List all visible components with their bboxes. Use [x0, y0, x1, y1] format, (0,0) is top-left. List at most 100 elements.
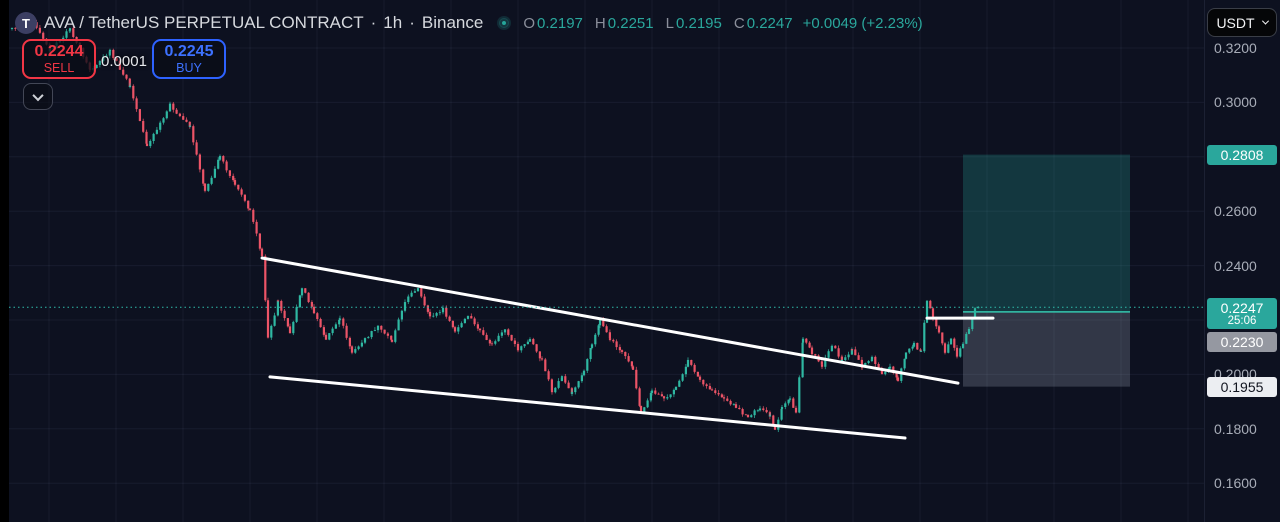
- candle-body: [750, 415, 753, 418]
- candle-body: [808, 342, 811, 348]
- price-label-entry[interactable]: 0.2230: [1207, 332, 1277, 353]
- candle-body: [198, 154, 201, 170]
- candle-body: [260, 248, 264, 257]
- collapse-panel-button[interactable]: [23, 83, 53, 110]
- candle-body: [943, 343, 947, 353]
- candle-body: [594, 334, 597, 345]
- candle-body: [152, 133, 155, 141]
- candle-body: [639, 405, 643, 412]
- candle-body: [631, 366, 635, 370]
- candle-body: [172, 103, 175, 110]
- candle-body: [550, 379, 553, 391]
- sell-button[interactable]: 0.2244 SELL: [22, 39, 96, 79]
- high-value: 0.2251: [607, 14, 654, 32]
- candle-body: [252, 209, 255, 222]
- candle-body: [580, 375, 583, 382]
- currency-label: USDT: [1216, 14, 1255, 31]
- candle-body: [756, 410, 759, 412]
- candle-body: [650, 390, 654, 393]
- interval-value[interactable]: 1h: [383, 13, 403, 32]
- candle-body: [218, 156, 222, 160]
- candle-body: [801, 338, 805, 343]
- candle-body: [935, 318, 938, 327]
- candle-body: [360, 342, 363, 347]
- candle-body: [834, 345, 837, 349]
- symbol-title[interactable]: AVA / TetherUS PERPETUAL CONTRACT: [44, 13, 364, 32]
- candle-body: [705, 384, 708, 387]
- candle-body: [348, 337, 351, 347]
- title-separator: ·: [409, 13, 415, 32]
- currency-dropdown[interactable]: USDT: [1207, 8, 1277, 37]
- candle-body: [758, 408, 762, 411]
- high-key: H: [594, 14, 606, 32]
- candle-body: [768, 415, 772, 417]
- candle-body: [967, 329, 971, 334]
- candle-body: [312, 306, 316, 314]
- candle-body: [441, 307, 445, 313]
- candle-body: [155, 129, 158, 134]
- price-axis[interactable]: USDT 0.3200 0.3000 0.2600 0.2400 0.2000 0.180…: [1204, 0, 1280, 522]
- candle-body: [798, 377, 801, 413]
- candle-body: [528, 339, 532, 342]
- candle-body: [662, 396, 666, 399]
- candle-body: [874, 356, 877, 365]
- candle-body: [370, 331, 373, 338]
- candle-body: [413, 291, 416, 293]
- candle-body: [390, 339, 394, 342]
- position-risk-zone[interactable]: [963, 311, 1130, 387]
- candle-body: [903, 358, 906, 369]
- candle-body: [690, 359, 693, 365]
- candle-body: [837, 348, 840, 357]
- candle-body: [338, 318, 342, 320]
- trendline-wedge-upper[interactable]: [260, 256, 960, 385]
- candle-body: [503, 329, 507, 333]
- buy-button[interactable]: 0.2245 BUY: [152, 39, 226, 79]
- candle-body: [513, 340, 516, 344]
- candle-body: [686, 359, 690, 367]
- candle-body: [547, 371, 550, 380]
- candle-body: [175, 109, 178, 114]
- candle-body: [345, 325, 348, 338]
- candle-body: [292, 321, 295, 334]
- trendline-wedge-lower[interactable]: [268, 375, 907, 440]
- axis-tick: 0.2600: [1214, 203, 1257, 220]
- price-label-stop[interactable]: 0.1955: [1207, 376, 1277, 397]
- price-label-current: 0.2247 25:06: [1207, 298, 1277, 330]
- candle-body: [38, 27, 41, 33]
- candle-body: [420, 288, 423, 297]
- candle-body: [510, 334, 513, 341]
- candle-body: [714, 390, 717, 394]
- candle-body: [919, 351, 923, 353]
- candlestick-chart[interactable]: [0, 0, 1204, 522]
- candle-body: [438, 312, 441, 314]
- candle-body: [338, 319, 341, 325]
- candle-body: [681, 374, 684, 381]
- ohlc-readout: O 0.2197 H 0.2251 L 0.2195 C 0.2247 +0.0049 …: [523, 15, 922, 32]
- price-label-target[interactable]: 0.2808: [1207, 144, 1277, 165]
- candle-body: [394, 330, 397, 342]
- symbol-header: T AVA / TetherUS PERPETUAL CONTRACT · 1h…: [15, 10, 923, 36]
- candle-body: [741, 409, 744, 415]
- candle-body: [470, 316, 473, 319]
- candle-body: [432, 315, 435, 317]
- candle-body: [560, 376, 564, 378]
- position-profit-zone[interactable]: [963, 154, 1130, 312]
- candle-body: [188, 121, 191, 127]
- candle-body: [672, 389, 675, 395]
- candle-body: [582, 370, 586, 376]
- candle-body: [118, 60, 121, 70]
- candle-body: [225, 161, 228, 171]
- close-key: C: [733, 14, 745, 32]
- candle-body: [693, 364, 696, 372]
- candle-body: [203, 183, 207, 191]
- candle-body: [237, 184, 240, 190]
- candle-body: [726, 398, 729, 401]
- candle-body: [860, 366, 864, 368]
- buy-price: 0.2245: [164, 42, 214, 60]
- candle-body: [142, 121, 145, 132]
- candle-body: [307, 292, 310, 303]
- candle-body: [696, 371, 699, 377]
- candle-body: [304, 288, 307, 293]
- candle-body: [937, 326, 941, 333]
